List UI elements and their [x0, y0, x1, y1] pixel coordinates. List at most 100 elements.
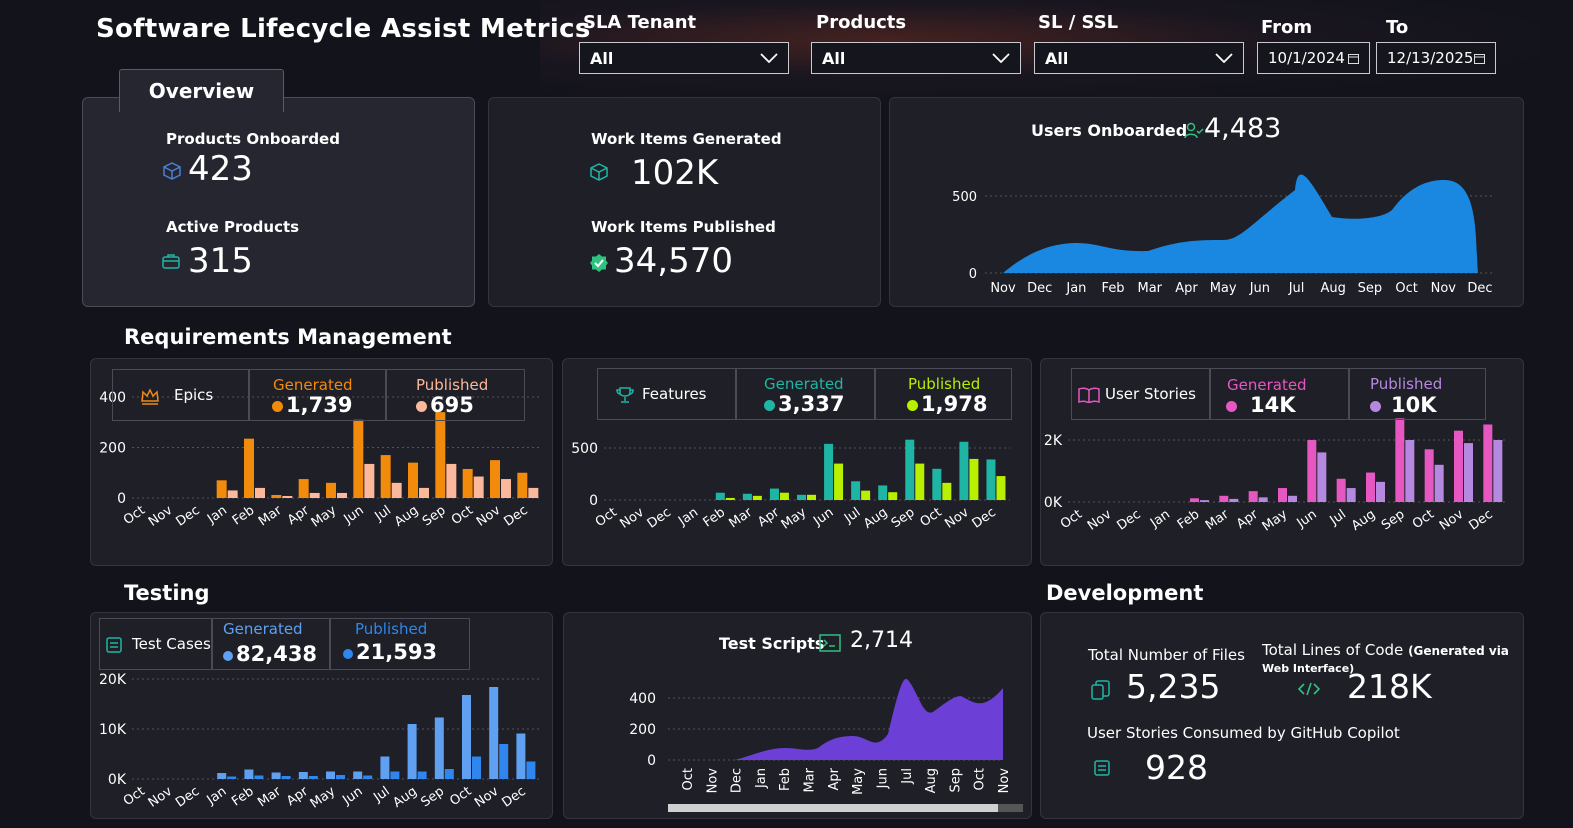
bar[interactable] — [878, 485, 888, 500]
bar[interactable] — [434, 717, 444, 780]
bar[interactable] — [959, 441, 969, 500]
bar[interactable] — [499, 744, 509, 779]
bar[interactable] — [298, 772, 308, 779]
bar[interactable] — [353, 419, 364, 498]
products-select[interactable]: All — [811, 42, 1021, 74]
bar[interactable] — [1336, 478, 1346, 502]
bar[interactable] — [353, 771, 363, 780]
bar[interactable] — [517, 472, 528, 498]
bar[interactable] — [1248, 491, 1258, 502]
bar[interactable] — [932, 468, 942, 500]
bar[interactable] — [489, 687, 499, 779]
bar[interactable] — [271, 494, 282, 498]
bar[interactable] — [1395, 418, 1405, 502]
bar[interactable] — [446, 463, 457, 498]
bar[interactable] — [516, 733, 526, 780]
bar[interactable] — [281, 776, 291, 779]
bar[interactable] — [363, 775, 373, 780]
bar[interactable] — [1258, 497, 1268, 502]
bar[interactable] — [526, 761, 536, 780]
bar[interactable] — [851, 481, 861, 500]
bar[interactable] — [528, 487, 539, 498]
bar[interactable] — [227, 776, 237, 780]
bar[interactable] — [1278, 488, 1287, 502]
bar[interactable] — [769, 488, 779, 500]
bar[interactable] — [1190, 498, 1199, 502]
bar[interactable] — [336, 775, 345, 779]
bar[interactable] — [915, 463, 925, 500]
bar[interactable] — [326, 482, 336, 498]
bar[interactable] — [391, 482, 402, 498]
bar[interactable] — [861, 490, 871, 500]
bar[interactable] — [1424, 449, 1434, 502]
bar[interactable] — [380, 455, 391, 498]
bar[interactable] — [1229, 498, 1239, 502]
bar[interactable] — [337, 492, 347, 498]
bar[interactable] — [1454, 430, 1463, 502]
bar[interactable] — [1405, 440, 1415, 502]
bar[interactable] — [1219, 495, 1229, 502]
bar[interactable] — [807, 494, 816, 500]
bar[interactable] — [797, 494, 806, 500]
bar[interactable] — [435, 412, 446, 498]
bar[interactable] — [834, 463, 844, 500]
bar[interactable] — [742, 493, 752, 500]
bar[interactable] — [271, 772, 281, 780]
bar[interactable] — [888, 492, 898, 500]
bar[interactable] — [1493, 440, 1503, 502]
bar[interactable] — [473, 476, 484, 498]
bar[interactable] — [462, 695, 471, 779]
bar[interactable] — [364, 463, 375, 498]
bar[interactable] — [282, 495, 293, 498]
from-date-input[interactable]: 10/1/2024 — [1257, 42, 1370, 74]
bar[interactable] — [244, 438, 254, 498]
bar[interactable] — [942, 482, 952, 500]
bar[interactable] — [1288, 495, 1297, 502]
bar[interactable] — [417, 771, 427, 780]
to-date-input[interactable]: 12/13/2025 — [1376, 42, 1496, 74]
bar[interactable] — [1200, 500, 1209, 502]
bar[interactable] — [779, 492, 789, 500]
bar[interactable] — [824, 443, 834, 500]
bar[interactable] — [905, 439, 915, 500]
bar[interactable] — [725, 497, 735, 500]
bar[interactable] — [715, 492, 725, 500]
bar[interactable] — [1464, 443, 1473, 502]
bar[interactable] — [254, 775, 264, 780]
bar[interactable] — [444, 769, 454, 779]
bar[interactable] — [996, 476, 1006, 500]
bar[interactable] — [490, 460, 500, 498]
bar[interactable] — [308, 776, 318, 779]
bar[interactable] — [1307, 440, 1317, 502]
bar[interactable] — [407, 724, 417, 779]
bar[interactable] — [986, 459, 996, 500]
bar[interactable] — [501, 479, 511, 498]
bar[interactable] — [309, 492, 320, 498]
bar[interactable] — [969, 458, 979, 500]
sla-tenant-select[interactable]: All — [579, 42, 789, 74]
bar[interactable] — [216, 480, 227, 498]
bar[interactable] — [1376, 481, 1385, 502]
bar[interactable] — [419, 487, 429, 498]
tab-overview[interactable]: Overview — [119, 69, 284, 112]
x-tick-label: Aug — [390, 784, 419, 811]
bar[interactable] — [408, 462, 418, 498]
bar[interactable] — [390, 771, 400, 780]
bar[interactable] — [380, 756, 390, 780]
bar[interactable] — [752, 495, 762, 500]
bar[interactable] — [217, 773, 227, 779]
bar[interactable] — [1366, 472, 1375, 502]
bar[interactable] — [1317, 452, 1327, 502]
bar[interactable] — [472, 756, 481, 780]
scrollbar-thumb[interactable] — [668, 804, 998, 812]
bar[interactable] — [1346, 488, 1356, 502]
bar[interactable] — [1483, 424, 1493, 503]
bar[interactable] — [255, 487, 265, 498]
bar[interactable] — [227, 490, 238, 498]
bar[interactable] — [244, 769, 254, 780]
bar[interactable] — [1434, 464, 1444, 502]
bar[interactable] — [462, 468, 473, 498]
sl-ssl-select[interactable]: All — [1034, 42, 1244, 74]
bar[interactable] — [298, 479, 309, 498]
bar[interactable] — [326, 771, 335, 780]
